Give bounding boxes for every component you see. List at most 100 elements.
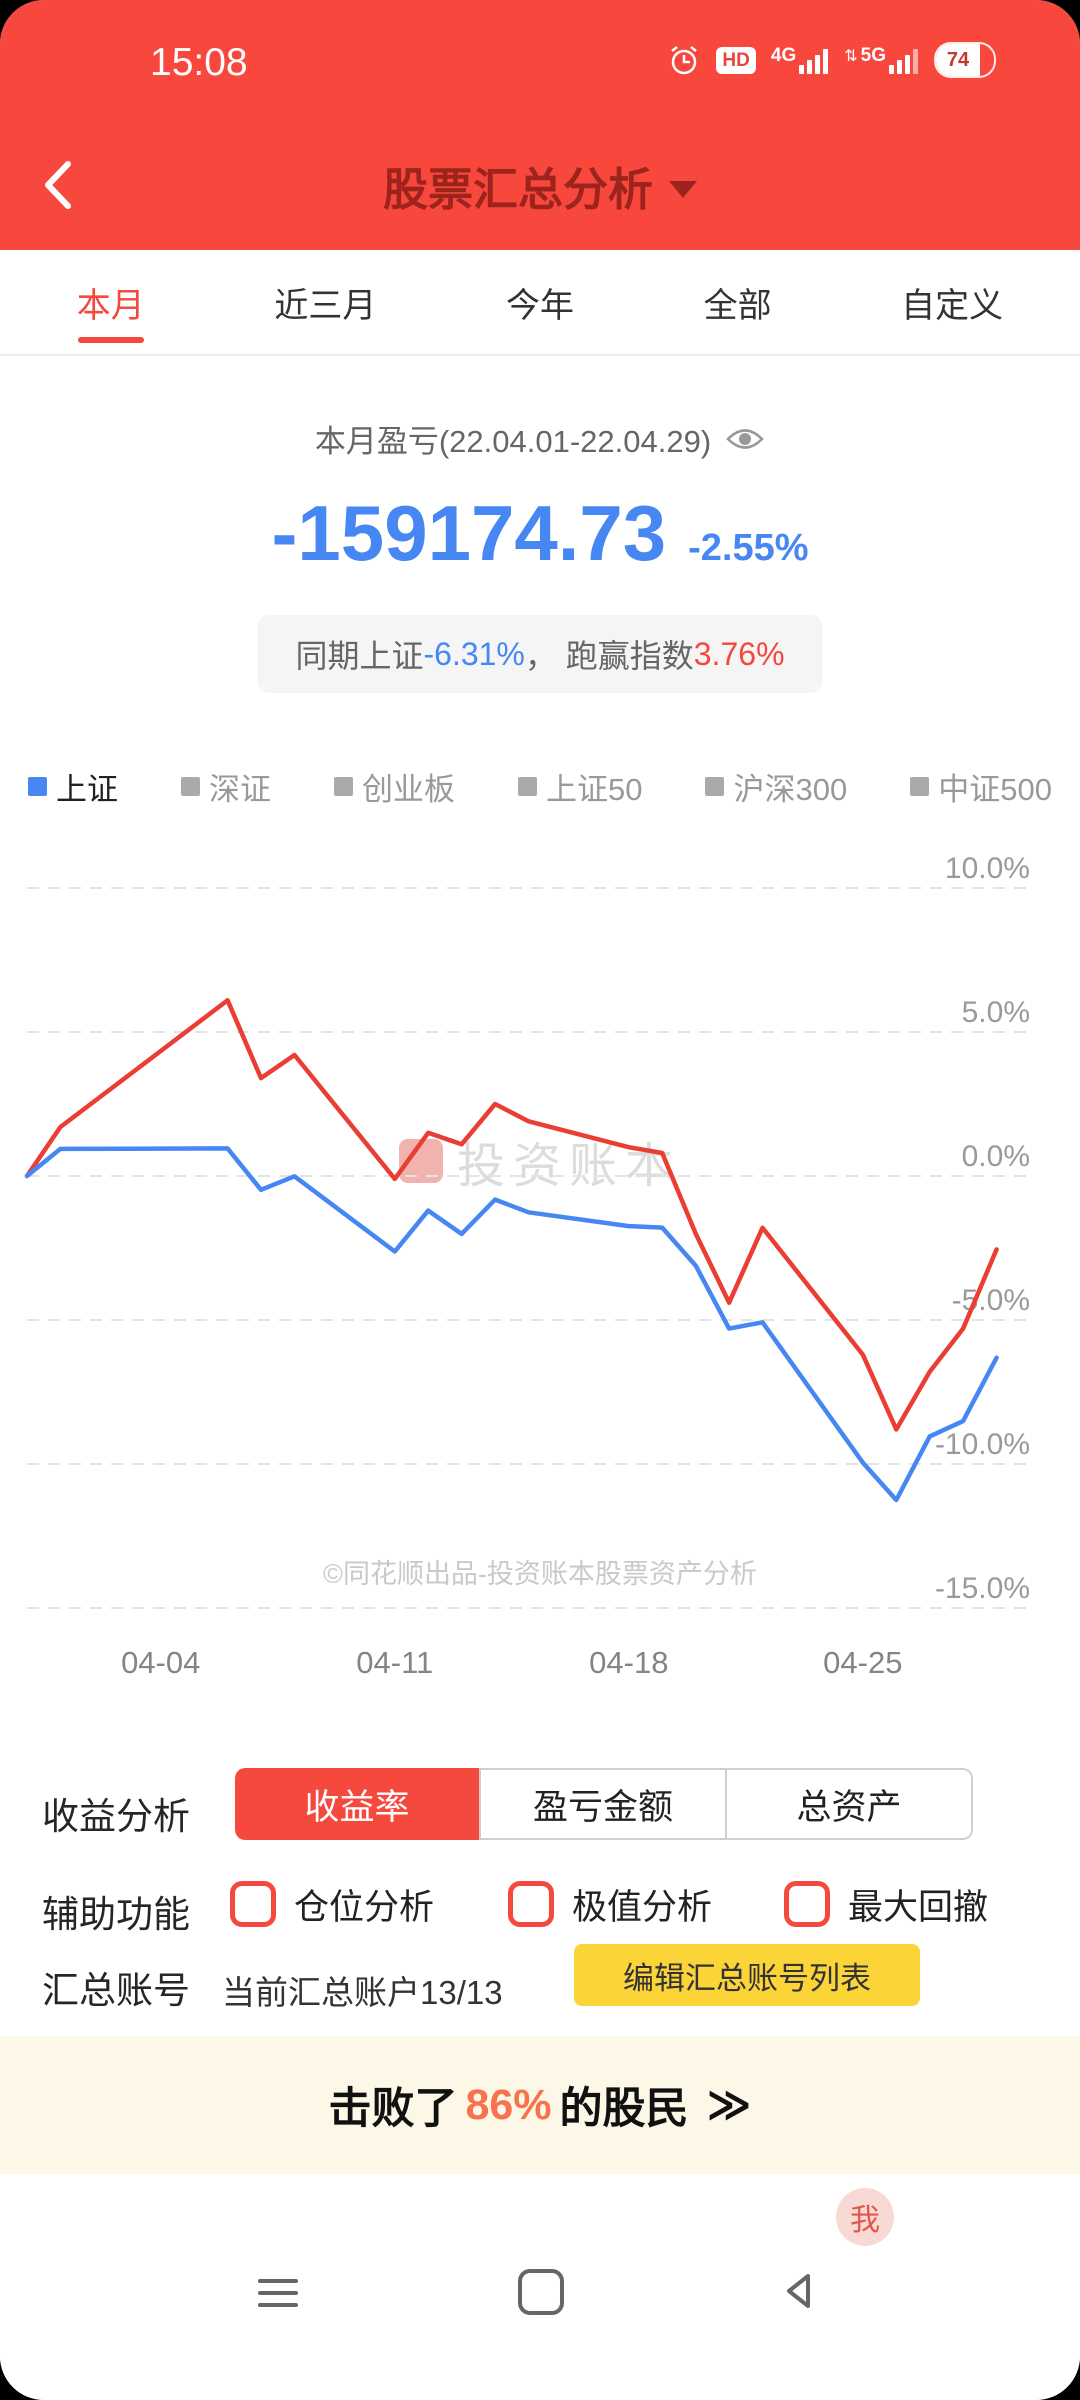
legend-swatch [181, 776, 200, 796]
tab-all[interactable]: 全部 [704, 249, 772, 355]
banner-prefix: 击败了 [328, 2085, 458, 2133]
checkbox-icon[interactable] [784, 1881, 830, 1927]
tab-last-3-months[interactable]: 近三月 [274, 249, 376, 355]
accounts-label: 汇总账号 [42, 1970, 190, 2011]
legend-item-csi500[interactable]: 中证500 [910, 764, 1052, 809]
banner-suffix: 的股民 [559, 2085, 689, 2133]
tab-label: 全部 [703, 286, 772, 325]
tab-label: 本月 [76, 286, 145, 325]
legend-label: 深证 [209, 771, 271, 807]
checkbox-label: 最大回撤 [848, 1887, 989, 1927]
nav-menu-icon[interactable] [258, 2269, 302, 2313]
android-nav-bar [0, 2255, 1080, 2400]
monthly-pnl-amount: -159174.73 [271, 489, 667, 577]
tab-label: 自定义 [901, 286, 1004, 325]
status-icons: HD 4G ⇅ 5G [667, 0, 996, 120]
index-change: -6.31% [423, 635, 525, 672]
title-dropdown[interactable]: 股票汇总分析 [0, 120, 1080, 250]
x-axis-label: 04-04 [121, 1645, 201, 1680]
signal-5g-icon: ⇅ 5G [844, 45, 919, 75]
legend-label: 上证50 [546, 771, 643, 807]
checkbox-icon[interactable] [508, 1881, 554, 1927]
chevron-down-icon [669, 180, 697, 198]
segment-total-assets[interactable]: 总资产 [727, 1768, 973, 1840]
legend-swatch [910, 776, 930, 796]
tab-custom[interactable]: 自定义 [901, 249, 1003, 355]
y-axis-label: 5.0% [962, 996, 1030, 1029]
checkbox-position-analysis[interactable]: 仓位分析 [230, 1878, 434, 1930]
legend-item-sse50[interactable]: 上证50 [518, 764, 642, 809]
monthly-pnl-percent: -2.55% [688, 527, 809, 569]
y-axis-label: 0.0% [962, 1140, 1030, 1173]
compare-middle: ， 跑赢指数 [524, 638, 694, 674]
segment-pnl-amount[interactable]: 盈亏金额 [479, 1768, 727, 1840]
benchmark-compare-pill: 同期上证 -6.31% ， 跑赢指数 3.76% [257, 615, 823, 693]
series-line [24, 1146, 999, 1503]
segment-return-rate[interactable]: 收益率 [235, 1768, 479, 1840]
checkbox-label: 仓位分析 [294, 1887, 435, 1927]
legend-label: 沪深300 [733, 771, 848, 807]
header-background: 15:08 HD 4G ⇅ 5G [0, 0, 1080, 250]
x-axis-label: 04-11 [356, 1645, 434, 1680]
y-axis-label: 10.0% [945, 852, 1030, 885]
signal-bars-icon [799, 49, 829, 74]
battery-icon: 74 [934, 42, 996, 78]
signal-bars-icon [889, 49, 918, 74]
floating-me-button[interactable]: 我 [836, 2188, 894, 2246]
status-time: 15:08 [150, 41, 248, 84]
y-axis-label: -15.0% [935, 1572, 1030, 1605]
app-bar: 股票汇总分析 [0, 120, 1080, 250]
outperform-value: 3.76% [693, 635, 785, 672]
tab-label: 近三月 [274, 286, 377, 325]
checkbox-max-drawdown[interactable]: 最大回撤 [784, 1878, 988, 1930]
x-axis-label: 04-18 [589, 1645, 669, 1680]
checkbox-extreme-analysis[interactable]: 极值分析 [508, 1878, 712, 1930]
aux-functions-label: 辅助功能 [42, 1894, 190, 1935]
legend-label: 上证 [56, 771, 118, 807]
banner-percent: 86% [465, 2080, 552, 2129]
legend-label: 创业板 [362, 771, 455, 807]
compare-prefix: 同期上证 [295, 638, 424, 674]
checkbox-label: 极值分析 [572, 1887, 713, 1927]
tab-label: 今年 [505, 286, 574, 325]
nav-back-icon[interactable] [778, 2269, 822, 2313]
profit-analysis-label: 收益分析 [42, 1796, 190, 1837]
watermark: 投资账本 [398, 1126, 681, 1196]
page-title: 股票汇总分析 [382, 163, 653, 215]
period-row: 本月盈亏(22.04.01-22.04.29) [0, 416, 1080, 461]
legend-item-shanghai[interactable]: 上证 [28, 764, 118, 809]
performance-chart[interactable]: 10.0% 5.0% 0.0% -5.0% -10.0% -15.0% [0, 850, 1080, 1640]
battery-percent: 74 [946, 49, 970, 71]
profit-analysis-segmented-control: 收益率 盈亏金额 总资产 [235, 1768, 973, 1840]
legend-swatch [518, 776, 537, 796]
series-line [24, 998, 999, 1432]
legend-swatch [28, 776, 47, 796]
eye-icon[interactable] [725, 425, 765, 453]
chart-copyright: ©同花顺出品-投资账本股票资产分析 [323, 1559, 757, 1589]
amount-row: -159174.73 -2.55% [0, 488, 1080, 579]
nav-home-icon[interactable] [518, 2269, 564, 2315]
index-legend: 上证 深证 创业板 上证50 沪深300 中证500 [0, 760, 1080, 812]
legend-item-chinext[interactable]: 创业板 [334, 764, 455, 809]
legend-label: 中证500 [938, 771, 1052, 807]
checkbox-icon[interactable] [230, 1881, 276, 1927]
legend-item-shenzhen[interactable]: 深证 [181, 764, 271, 809]
back-button[interactable] [36, 154, 80, 216]
x-axis-label: 04-25 [823, 1645, 903, 1680]
tab-this-year[interactable]: 今年 [506, 249, 574, 355]
active-tab-underline [77, 337, 144, 343]
edit-accounts-button[interactable]: 编辑汇总账号列表 [574, 1944, 920, 2006]
battery-fill [936, 44, 981, 76]
alarm-clock-icon [671, 46, 698, 75]
period-label: 本月盈亏(22.04.01-22.04.29) [314, 424, 712, 459]
legend-item-csi300[interactable]: 沪深300 [705, 764, 847, 809]
y-axis-label: -10.0% [935, 1428, 1030, 1461]
double-chevron-right-icon: ≫ [706, 2081, 752, 2129]
tab-this-month[interactable]: 本月 [77, 249, 145, 355]
legend-swatch [705, 776, 725, 796]
legend-swatch [334, 776, 353, 796]
signal-4g-icon: 4G [771, 45, 829, 75]
beat-investors-banner[interactable]: 击败了 86% 的股民 ≫ [0, 2036, 1080, 2174]
hd-voice-icon: HD [716, 46, 756, 74]
